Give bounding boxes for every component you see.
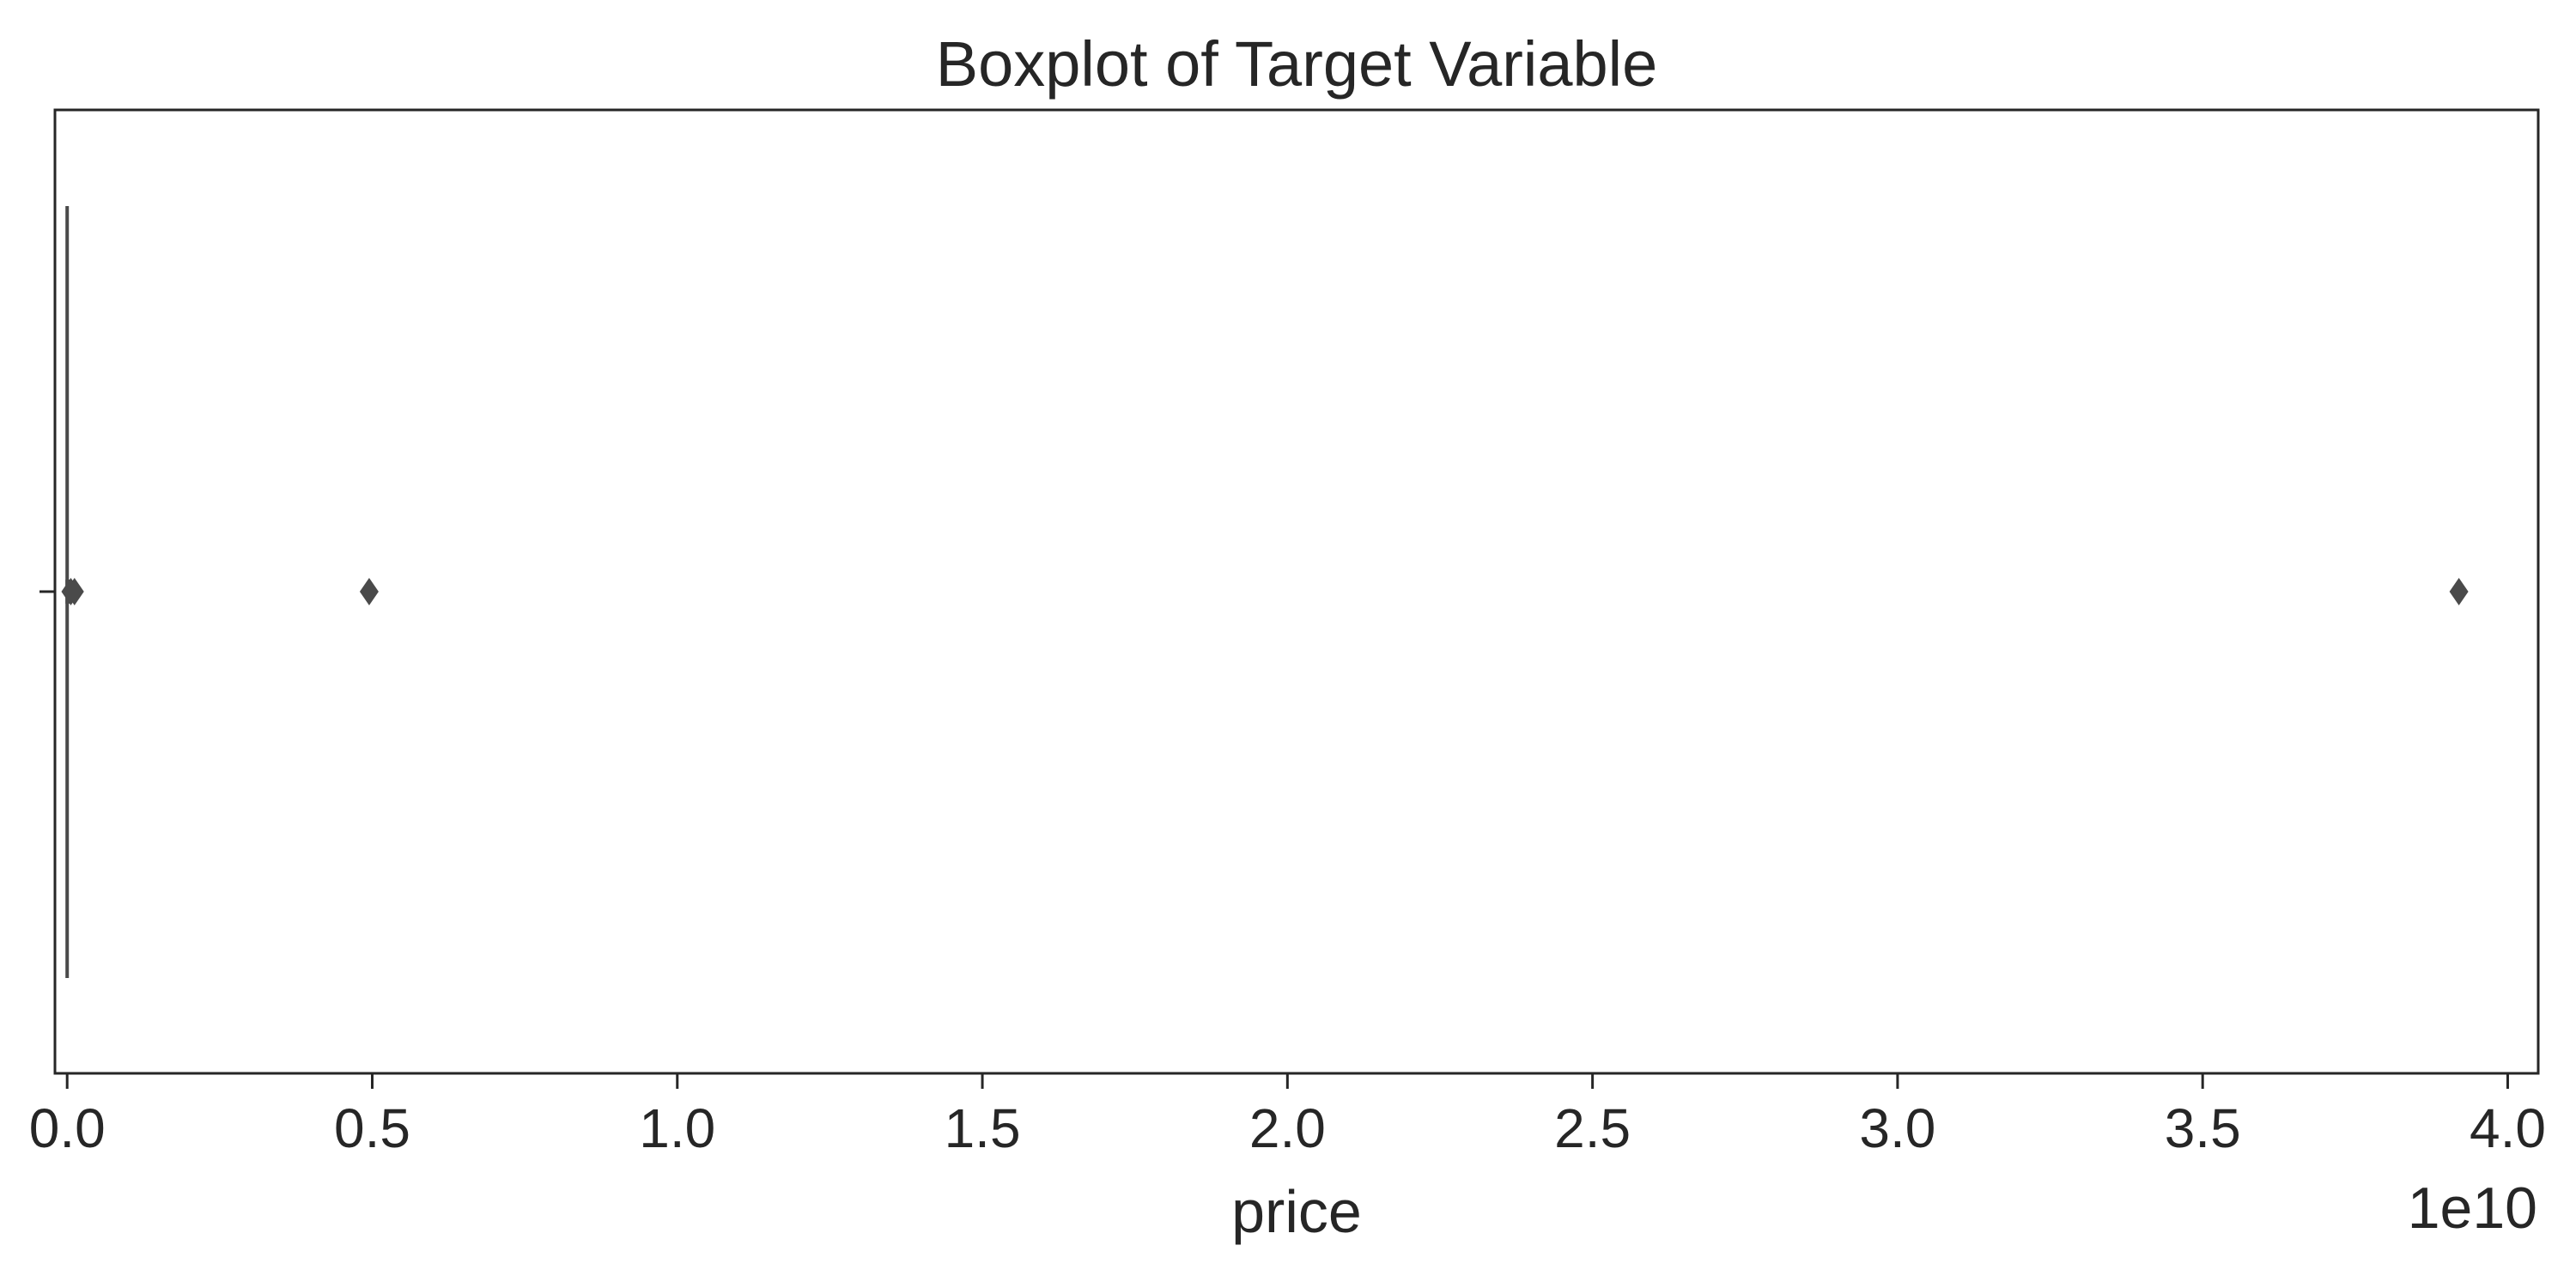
x-tick-label: 3.0 [1859,1097,1935,1159]
box-series [61,206,2469,978]
x-tick-label: 1.0 [639,1097,715,1159]
x-tick-label: 2.0 [1249,1097,1326,1159]
plot-area [53,108,2540,1075]
outlier-point [359,578,379,605]
outlier-point [64,578,84,605]
outlier-point [2449,578,2469,605]
chart-title: Boxplot of Target Variable [936,28,1658,100]
x-tick-label: 4.0 [2470,1097,2546,1159]
x-tick-label: 1.5 [945,1097,1021,1159]
x-tick-label: 2.5 [1554,1097,1631,1159]
x-tick-label: 3.5 [2165,1097,2241,1159]
x-axis-label: price [1231,1178,1362,1245]
x-tick-label: 0.0 [29,1097,106,1159]
x-axis: 0.0 0.5 1.0 1.5 2.0 2.5 3.0 3.5 4.0 [29,1073,2546,1159]
axis-offset-label: 1e10 [2408,1176,2537,1241]
x-tick-label: 0.5 [334,1097,410,1159]
